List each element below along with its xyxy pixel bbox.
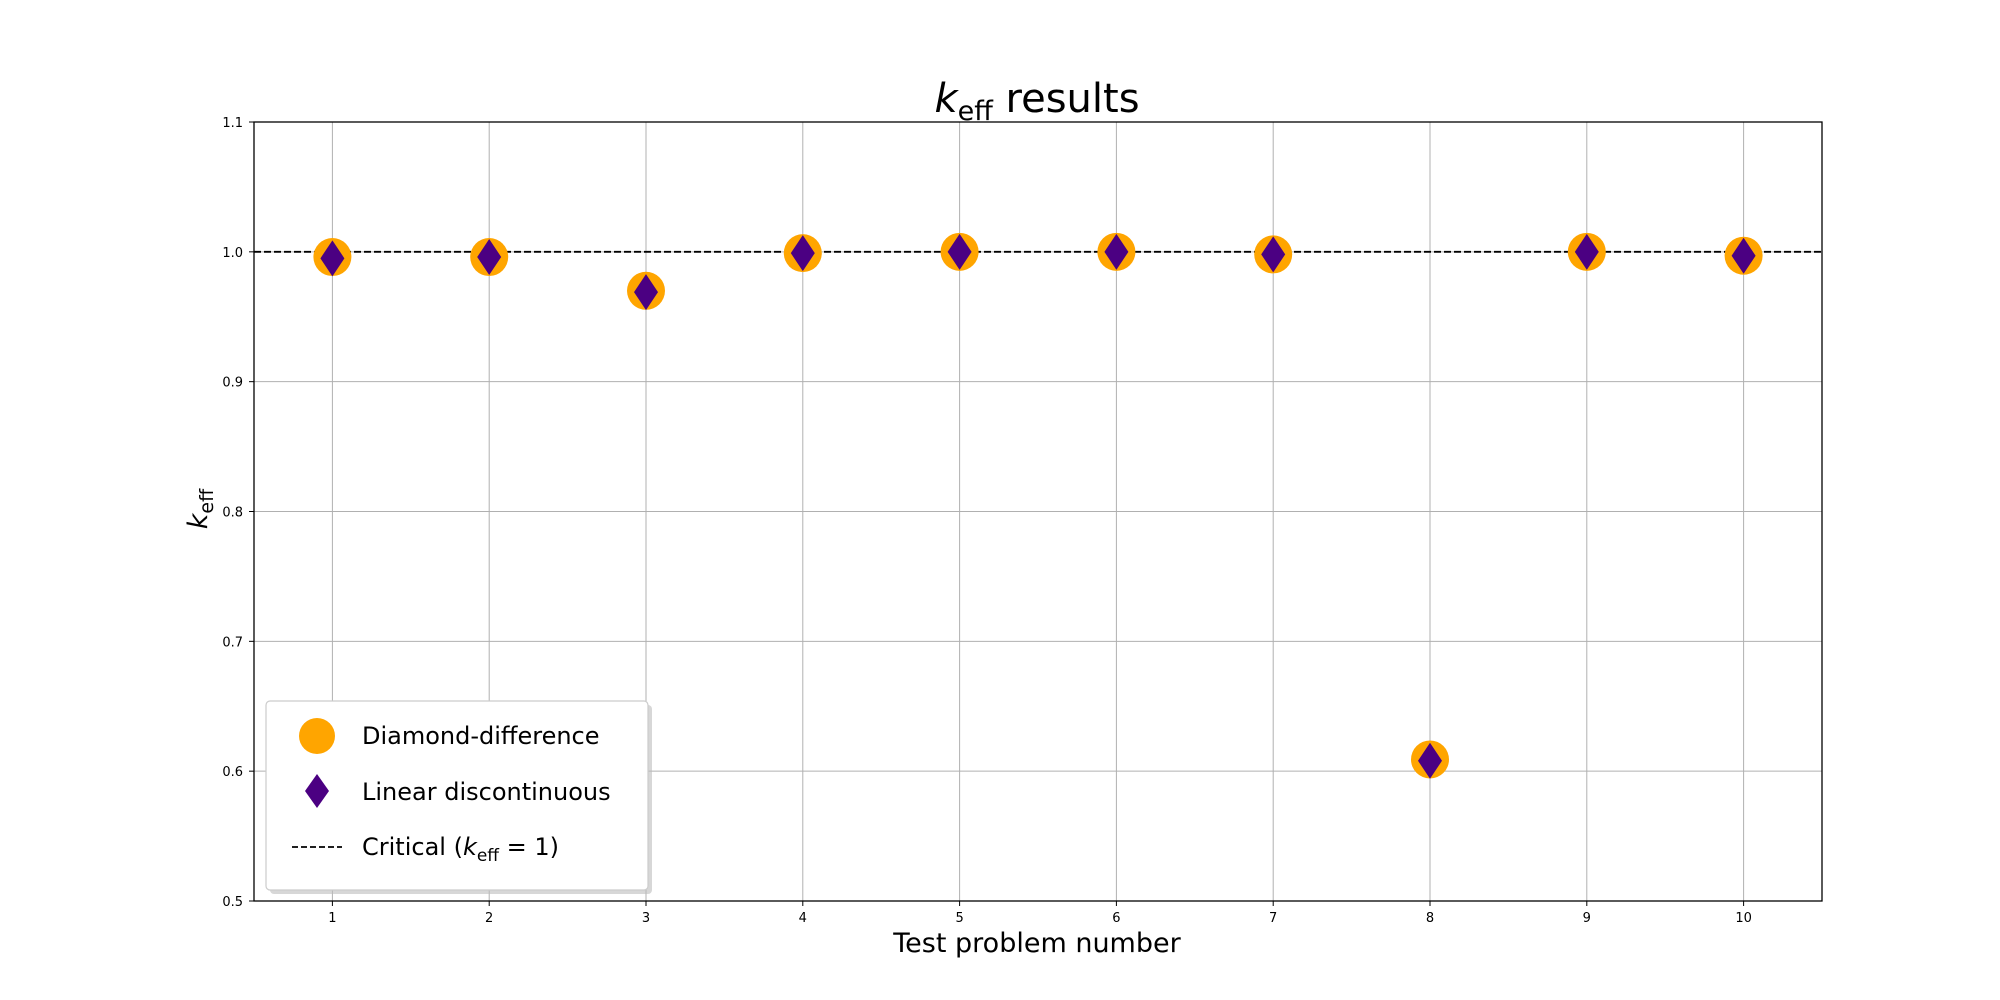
linear-discontinuous-point [477, 239, 502, 276]
legend-label-critical: Critical (keff = 1) [362, 833, 559, 866]
title-rest: results [993, 76, 1140, 122]
data-markers [313, 232, 1763, 779]
y-tick-label: 0.8 [222, 506, 243, 521]
x-axis-label: Test problem number [892, 928, 1181, 959]
x-tick-label: 3 [642, 911, 650, 926]
critical-sub: eff [477, 846, 500, 866]
x-tick-label: 2 [485, 911, 493, 926]
critical-post: = 1) [499, 833, 559, 861]
legend-label-linear-discontinuous: Linear discontinuous [362, 778, 611, 806]
legend-box [265, 700, 649, 891]
linear-discontinuous-point [1574, 233, 1599, 270]
linear-discontinuous-point [790, 235, 815, 272]
legend-label-diamond-difference: Diamond-difference [362, 722, 600, 750]
linear-discontinuous-point [1418, 742, 1442, 779]
y-tick-label: 1.1 [222, 116, 243, 131]
linear-discontinuous-point [634, 274, 658, 311]
critical-pre: Critical ( [362, 833, 463, 861]
legend-circle-icon [299, 718, 335, 754]
x-tick-label: 9 [1583, 911, 1591, 926]
ylabel-k: k [183, 512, 214, 529]
linear-discontinuous-point [320, 240, 345, 277]
x-tick-label: 5 [955, 911, 963, 926]
chart-title: keff results [934, 76, 1139, 127]
x-tick-label: 1 [328, 911, 336, 926]
legend-diamond-icon [305, 774, 329, 808]
tick-labels: 1 2 3 4 5 6 7 8 9 10 0.5 0.6 0.7 0.8 0.9 1.0 1.1 [222, 116, 1752, 926]
x-tick-label: 6 [1112, 911, 1120, 926]
linear-discontinuous-point [947, 233, 972, 270]
y-axis-label: keff [183, 488, 218, 529]
linear-discontinuous-point [1104, 233, 1129, 270]
critical-k: k [463, 833, 478, 861]
linear-discontinuous-point [1261, 236, 1286, 273]
x-tick-label: 8 [1426, 911, 1434, 926]
x-tick-label: 7 [1269, 911, 1277, 926]
y-tick-label: 0.9 [222, 376, 243, 391]
linear-discontinuous-point [1731, 237, 1756, 274]
y-tick-label: 1.0 [222, 246, 243, 261]
ylabel-sub: eff [196, 488, 218, 514]
x-tick-label: 4 [799, 911, 807, 926]
y-tick-label: 0.7 [222, 635, 243, 650]
y-tick-label: 0.6 [222, 765, 243, 780]
x-tick-label: 10 [1735, 911, 1752, 926]
title-k: k [934, 76, 959, 122]
legend: Diamond-difference Linear discontinuous … [265, 700, 652, 894]
y-tick-label: 0.5 [222, 895, 243, 910]
